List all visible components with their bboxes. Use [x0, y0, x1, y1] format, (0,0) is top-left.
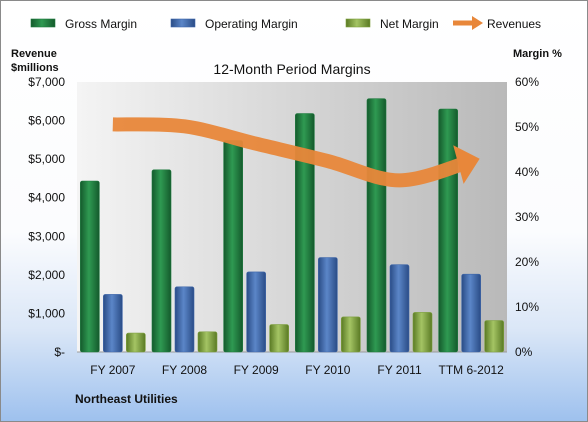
- gross-margin-bar: [80, 180, 100, 353]
- company-name: Northeast Utilities: [75, 392, 178, 406]
- gross-margin-bar: [295, 113, 315, 353]
- left-tick-label: $3,000: [28, 229, 65, 243]
- revenues-legend-label: Revenues: [487, 17, 541, 31]
- net-margin-legend-swatch: [345, 18, 371, 28]
- operating-margin-bar: [389, 264, 410, 353]
- left-tick-label: $5,000: [28, 152, 65, 166]
- category-label: FY 2011: [377, 363, 422, 377]
- legend: Gross Margin Operating Margin Net Margin Re…: [30, 16, 541, 31]
- gross-margin-bar: [223, 140, 243, 353]
- category-labels: FY 2007 FY 2008 FY 2009 FY 2010 FY 2011 TTM 6…: [90, 363, 504, 377]
- revenues-legend-arrowhead: [472, 16, 483, 30]
- right-axis-ticks: 0% 10% 20% 30% 40% 50% 60%: [515, 75, 539, 359]
- operating-margin-legend-label: Operating Margin: [205, 17, 298, 31]
- revenues-line: [112, 117, 474, 188]
- right-tick-label: 30%: [515, 210, 539, 224]
- left-tick-label: $7,000: [28, 75, 65, 89]
- left-axis-ticks: $- $1,000 $2,000 $3,000 $4,000 $5,000 $6,000 $7…: [28, 75, 65, 359]
- chart-title: 12-Month Period Margins: [213, 61, 370, 77]
- gross-margin-bar: [366, 98, 387, 353]
- right-tick-label: 20%: [515, 255, 539, 269]
- right-tick-label: 40%: [515, 165, 539, 179]
- net-margin-bar: [484, 320, 504, 353]
- left-tick-label: $1,000: [28, 306, 65, 320]
- right-axis-label: Margin %: [513, 48, 562, 60]
- bars-group: [80, 98, 504, 353]
- category-label: TTM 6-2012: [438, 363, 504, 377]
- operating-margin-bar: [461, 273, 481, 353]
- net-margin-bar: [341, 316, 361, 353]
- operating-margin-bar: [318, 257, 338, 353]
- net-margin-bar: [197, 331, 218, 353]
- right-tick-label: 50%: [515, 120, 539, 134]
- right-tick-label: 10%: [515, 300, 539, 314]
- net-margin-legend-label: Net Margin: [380, 17, 439, 31]
- net-margin-bar: [412, 312, 433, 353]
- left-tick-label: $6,000: [28, 114, 65, 128]
- category-label: FY 2010: [305, 363, 350, 377]
- gross-margin-bar: [151, 169, 172, 353]
- operating-margin-bar: [103, 294, 123, 353]
- left-tick-label: $2,000: [28, 268, 65, 282]
- gross-margin-bar: [438, 108, 458, 353]
- gross-margin-legend-label: Gross Margin: [65, 17, 137, 31]
- left-tick-label: $-: [54, 345, 65, 359]
- revenues-arrowhead: [453, 145, 480, 184]
- operating-margin-bar: [246, 271, 266, 353]
- operating-margin-bar: [174, 286, 195, 353]
- right-tick-label: 60%: [515, 75, 539, 89]
- left-axis-label-line2: $millions: [11, 62, 59, 74]
- right-tick-label: 0%: [515, 345, 533, 359]
- category-label: FY 2009: [234, 363, 279, 377]
- category-label: FY 2007: [90, 363, 135, 377]
- category-label: FY 2008: [162, 363, 207, 377]
- left-axis-label-line1: Revenue: [11, 48, 57, 60]
- gross-margin-legend-swatch: [30, 18, 56, 28]
- revenue-trend-group: [112, 117, 480, 188]
- net-margin-bar: [269, 324, 289, 353]
- operating-margin-legend-swatch: [170, 18, 196, 28]
- left-tick-label: $4,000: [28, 191, 65, 205]
- net-margin-bar: [126, 332, 146, 353]
